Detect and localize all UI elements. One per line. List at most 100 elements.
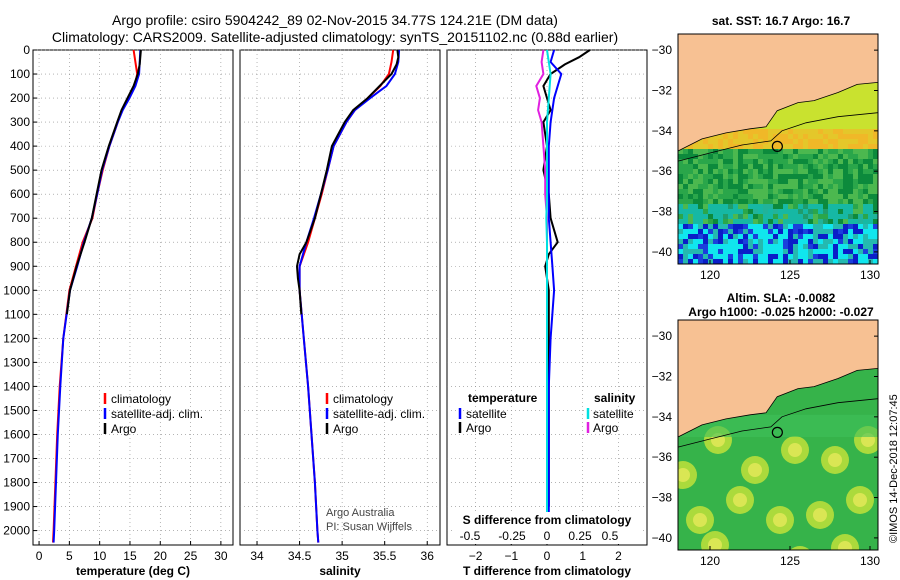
map_sst-frame xyxy=(677,33,879,265)
sst-cell xyxy=(833,114,838,119)
sla-high-core xyxy=(788,443,802,457)
sst-cell xyxy=(853,174,858,179)
sst-cell xyxy=(833,159,838,164)
sst-cell xyxy=(713,219,718,224)
sst-cell xyxy=(848,254,853,259)
sst-cell xyxy=(833,94,838,99)
sst-cell xyxy=(828,154,833,159)
sst-cell xyxy=(683,179,688,184)
sst-cell xyxy=(778,204,783,209)
sst-cell xyxy=(803,134,808,139)
sst-cell xyxy=(853,214,858,219)
sst-cell xyxy=(868,104,873,109)
sst-cell xyxy=(818,194,823,199)
sst-cell xyxy=(778,239,783,244)
sst-cell xyxy=(863,229,868,234)
map_sla-xtick-label: 125 xyxy=(780,554,800,568)
diff-legend-label: satellite xyxy=(466,407,507,421)
sst-cell xyxy=(728,144,733,149)
sst-cell xyxy=(843,249,848,254)
sst-cell xyxy=(848,229,853,234)
sst-cell xyxy=(678,179,683,184)
sst-cell xyxy=(723,249,728,254)
sst-cell xyxy=(808,249,813,254)
sst-cell xyxy=(848,164,853,169)
sst-cell xyxy=(748,159,753,164)
sst-cell xyxy=(803,179,808,184)
sst-cell xyxy=(748,134,753,139)
sst-cell xyxy=(713,209,718,214)
sst-cell xyxy=(818,189,823,194)
sst-cell xyxy=(838,229,843,234)
temperature-xtick-label: 15 xyxy=(123,549,137,563)
sst-cell xyxy=(803,184,808,189)
sst-cell xyxy=(723,254,728,259)
sst-cell xyxy=(773,259,778,264)
sst-cell xyxy=(828,259,833,264)
sst-cell xyxy=(768,224,773,229)
sst-cell xyxy=(788,224,793,229)
sst-cell xyxy=(778,144,783,149)
sst-cell xyxy=(703,214,708,219)
sst-cell xyxy=(768,194,773,199)
sst-cell xyxy=(803,254,808,259)
sst-cell xyxy=(783,199,788,204)
sst-cell xyxy=(713,234,718,239)
depth-tick-label: 1700 xyxy=(3,451,30,465)
sst-cell xyxy=(763,134,768,139)
sst-cell xyxy=(818,149,823,154)
sst-cell xyxy=(798,204,803,209)
sst-cell xyxy=(838,239,843,244)
sst-cell xyxy=(873,104,878,109)
sst-cell xyxy=(778,139,783,144)
sst-cell xyxy=(798,214,803,219)
sst-cell xyxy=(838,149,843,154)
sst-cell xyxy=(728,174,733,179)
sst-cell xyxy=(743,244,748,249)
temperature-xtick-label: 5 xyxy=(66,549,73,563)
sst-cell xyxy=(823,169,828,174)
sst-cell xyxy=(693,229,698,234)
sst-cell xyxy=(843,174,848,179)
sst-cell xyxy=(793,179,798,184)
sst-cell xyxy=(773,239,778,244)
sst-cell xyxy=(823,234,828,239)
sst-cell xyxy=(693,184,698,189)
sst-cell xyxy=(798,244,803,249)
sst-cell xyxy=(803,114,808,119)
sst-cell xyxy=(803,199,808,204)
sst-cell xyxy=(743,139,748,144)
sst-cell xyxy=(788,219,793,224)
sst-cell xyxy=(793,169,798,174)
sst-cell xyxy=(818,184,823,189)
salinity-annotation-line-1: Argo Australia xyxy=(326,507,395,519)
sst-cell xyxy=(688,194,693,199)
sst-cell xyxy=(773,114,778,119)
sst-cell xyxy=(818,114,823,119)
sst-cell xyxy=(758,164,763,169)
sst-cell xyxy=(783,234,788,239)
sst-cell xyxy=(713,199,718,204)
sst-cell xyxy=(808,259,813,264)
sst-cell xyxy=(753,219,758,224)
sst-cell xyxy=(763,189,768,194)
sst-cell xyxy=(848,199,853,204)
sst-cell xyxy=(793,214,798,219)
sst-cell xyxy=(843,229,848,234)
sst-cell xyxy=(693,149,698,154)
sst-cell xyxy=(753,134,758,139)
sst-cell xyxy=(873,194,878,199)
sst-cell xyxy=(718,134,723,139)
sst-cell xyxy=(808,154,813,159)
depth-tick-label: 700 xyxy=(10,211,30,225)
sdiff-tick-label: -0.25 xyxy=(498,529,526,543)
sst-cell xyxy=(823,144,828,149)
sst-cell xyxy=(838,224,843,229)
sst-cell xyxy=(718,174,723,179)
sst-cell xyxy=(728,149,733,154)
sst-cell xyxy=(743,259,748,264)
sst-cell xyxy=(793,109,798,114)
sst-cell xyxy=(778,254,783,259)
sst-cell xyxy=(873,184,878,189)
sst-cell xyxy=(808,164,813,169)
